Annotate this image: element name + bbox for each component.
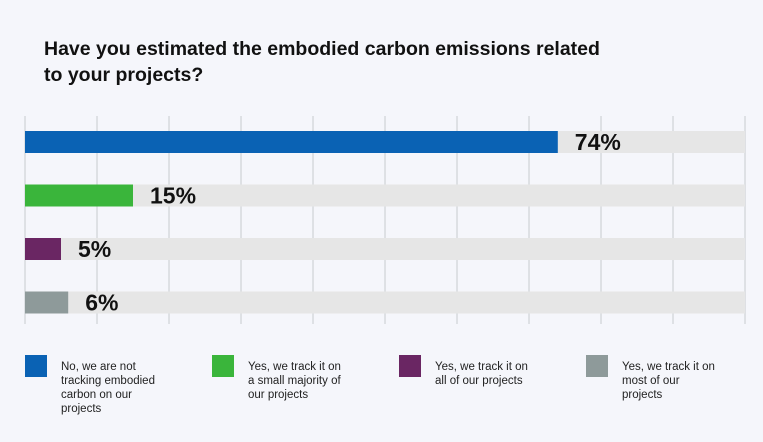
legend-swatch-small-majority	[212, 355, 234, 377]
chart-title-line: Have you estimated the embodied carbon e…	[44, 38, 600, 60]
bar-track	[25, 184, 745, 207]
value-labels: 74% 15% 5% 6%	[78, 129, 621, 316]
legend-label-small-majority: Yes, we track it on a small majority of …	[248, 361, 341, 401]
legend-swatch-no-tracking	[25, 355, 47, 377]
data-label: 6%	[85, 290, 118, 316]
bar	[25, 184, 133, 207]
data-label: 5%	[78, 236, 111, 262]
chart-title-line: to your projects?	[44, 64, 204, 86]
bar	[25, 131, 558, 153]
legend-swatch-all-projects	[399, 355, 421, 377]
data-label: 74%	[575, 129, 621, 155]
data-label: 15%	[150, 183, 196, 209]
bar-track	[25, 291, 745, 314]
bar	[25, 238, 61, 260]
bar-track	[25, 238, 745, 260]
chart-title: Have you estimated the embodied carbon e…	[44, 36, 684, 88]
bar	[25, 291, 69, 314]
bars	[25, 131, 558, 314]
legend-label-most-projects: Yes, we track it on most of our projects	[622, 361, 715, 401]
legend-label-no-tracking: No, we are not tracking embodied carbon …	[61, 361, 155, 415]
legend-swatch-most-projects	[586, 355, 608, 377]
legend-label-all-projects: Yes, we track it on all of our projects	[435, 361, 528, 387]
